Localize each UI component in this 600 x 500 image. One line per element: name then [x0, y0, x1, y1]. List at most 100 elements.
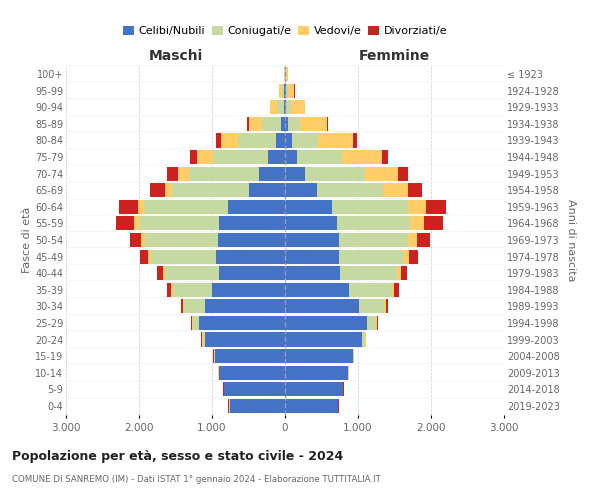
Bar	[215, 349, 285, 363]
Bar	[285, 250, 418, 264]
Bar	[144, 200, 285, 214]
Bar	[238, 134, 285, 147]
Bar	[214, 349, 285, 363]
Bar	[285, 200, 407, 214]
Bar	[167, 166, 285, 180]
Bar	[285, 200, 426, 214]
Text: Popolazione per età, sesso e stato civile - 2024: Popolazione per età, sesso e stato civil…	[12, 450, 343, 463]
Bar	[285, 84, 286, 98]
Bar	[284, 100, 285, 114]
Bar	[271, 100, 285, 114]
Bar	[285, 332, 366, 346]
Bar	[285, 100, 286, 114]
Bar	[150, 183, 285, 198]
Bar	[285, 183, 317, 198]
Bar	[284, 67, 285, 81]
Bar	[285, 166, 305, 180]
Bar	[285, 282, 349, 297]
Bar	[184, 300, 285, 314]
Bar	[285, 349, 354, 363]
Bar	[285, 216, 424, 230]
Bar	[285, 332, 362, 346]
Bar	[285, 216, 443, 230]
Bar	[220, 266, 285, 280]
Bar	[197, 150, 285, 164]
Bar	[284, 84, 285, 98]
Bar	[193, 316, 285, 330]
Bar	[223, 382, 285, 396]
Bar	[217, 250, 285, 264]
Bar	[218, 233, 285, 247]
Bar	[178, 166, 285, 180]
Bar	[285, 300, 359, 314]
Bar	[275, 134, 285, 147]
Bar	[285, 300, 386, 314]
Text: COMUNE DI SANREMO (IM) - Dati ISTAT 1° gennaio 2024 - Elaborazione TUTTITALIA.IT: COMUNE DI SANREMO (IM) - Dati ISTAT 1° g…	[12, 475, 381, 484]
Bar	[277, 100, 285, 114]
Bar	[285, 166, 398, 180]
Bar	[173, 282, 285, 297]
Bar	[193, 316, 285, 330]
Bar	[218, 366, 285, 380]
Bar	[140, 250, 285, 264]
Bar	[203, 332, 285, 346]
Bar	[285, 134, 356, 147]
Bar	[224, 382, 285, 396]
Bar	[221, 134, 285, 147]
Bar	[212, 282, 285, 297]
Bar	[183, 300, 285, 314]
Bar	[285, 316, 376, 330]
Bar	[285, 166, 407, 180]
Bar	[285, 250, 339, 264]
Bar	[285, 67, 288, 81]
Bar	[285, 366, 348, 380]
Bar	[285, 67, 286, 81]
Bar	[285, 266, 401, 280]
Bar	[157, 266, 285, 280]
Bar	[285, 316, 367, 330]
Bar	[285, 134, 292, 147]
Bar	[165, 266, 285, 280]
Bar	[285, 366, 349, 380]
Bar	[285, 100, 290, 114]
Bar	[285, 150, 388, 164]
Bar	[285, 200, 332, 214]
Bar	[285, 282, 394, 297]
Bar	[285, 300, 384, 314]
Bar	[285, 117, 328, 131]
Bar	[285, 233, 407, 247]
Bar	[285, 399, 338, 413]
Bar	[285, 100, 305, 114]
Bar	[284, 67, 285, 81]
Bar	[285, 134, 318, 147]
Bar	[285, 117, 301, 131]
Bar	[190, 166, 285, 180]
Bar	[285, 300, 388, 314]
Y-axis label: Fasce di età: Fasce di età	[22, 207, 32, 273]
Bar	[285, 282, 392, 297]
Bar	[282, 84, 285, 98]
Bar	[190, 150, 285, 164]
Bar	[134, 216, 285, 230]
Bar	[285, 117, 326, 131]
Bar	[285, 366, 349, 380]
Bar	[285, 84, 295, 98]
Bar	[172, 183, 285, 198]
Bar	[148, 250, 285, 264]
Bar	[285, 166, 365, 180]
Bar	[137, 200, 285, 214]
Bar	[285, 382, 344, 396]
Bar	[285, 332, 365, 346]
Bar	[167, 282, 285, 297]
Bar	[285, 266, 397, 280]
Bar	[285, 183, 383, 198]
Bar	[285, 399, 338, 413]
Bar	[214, 349, 285, 363]
Bar	[285, 84, 287, 98]
Y-axis label: Anni di nascita: Anni di nascita	[566, 198, 577, 281]
Bar	[285, 282, 399, 297]
Bar	[171, 282, 285, 297]
Bar	[285, 233, 417, 247]
Bar	[249, 117, 285, 131]
Bar	[213, 150, 285, 164]
